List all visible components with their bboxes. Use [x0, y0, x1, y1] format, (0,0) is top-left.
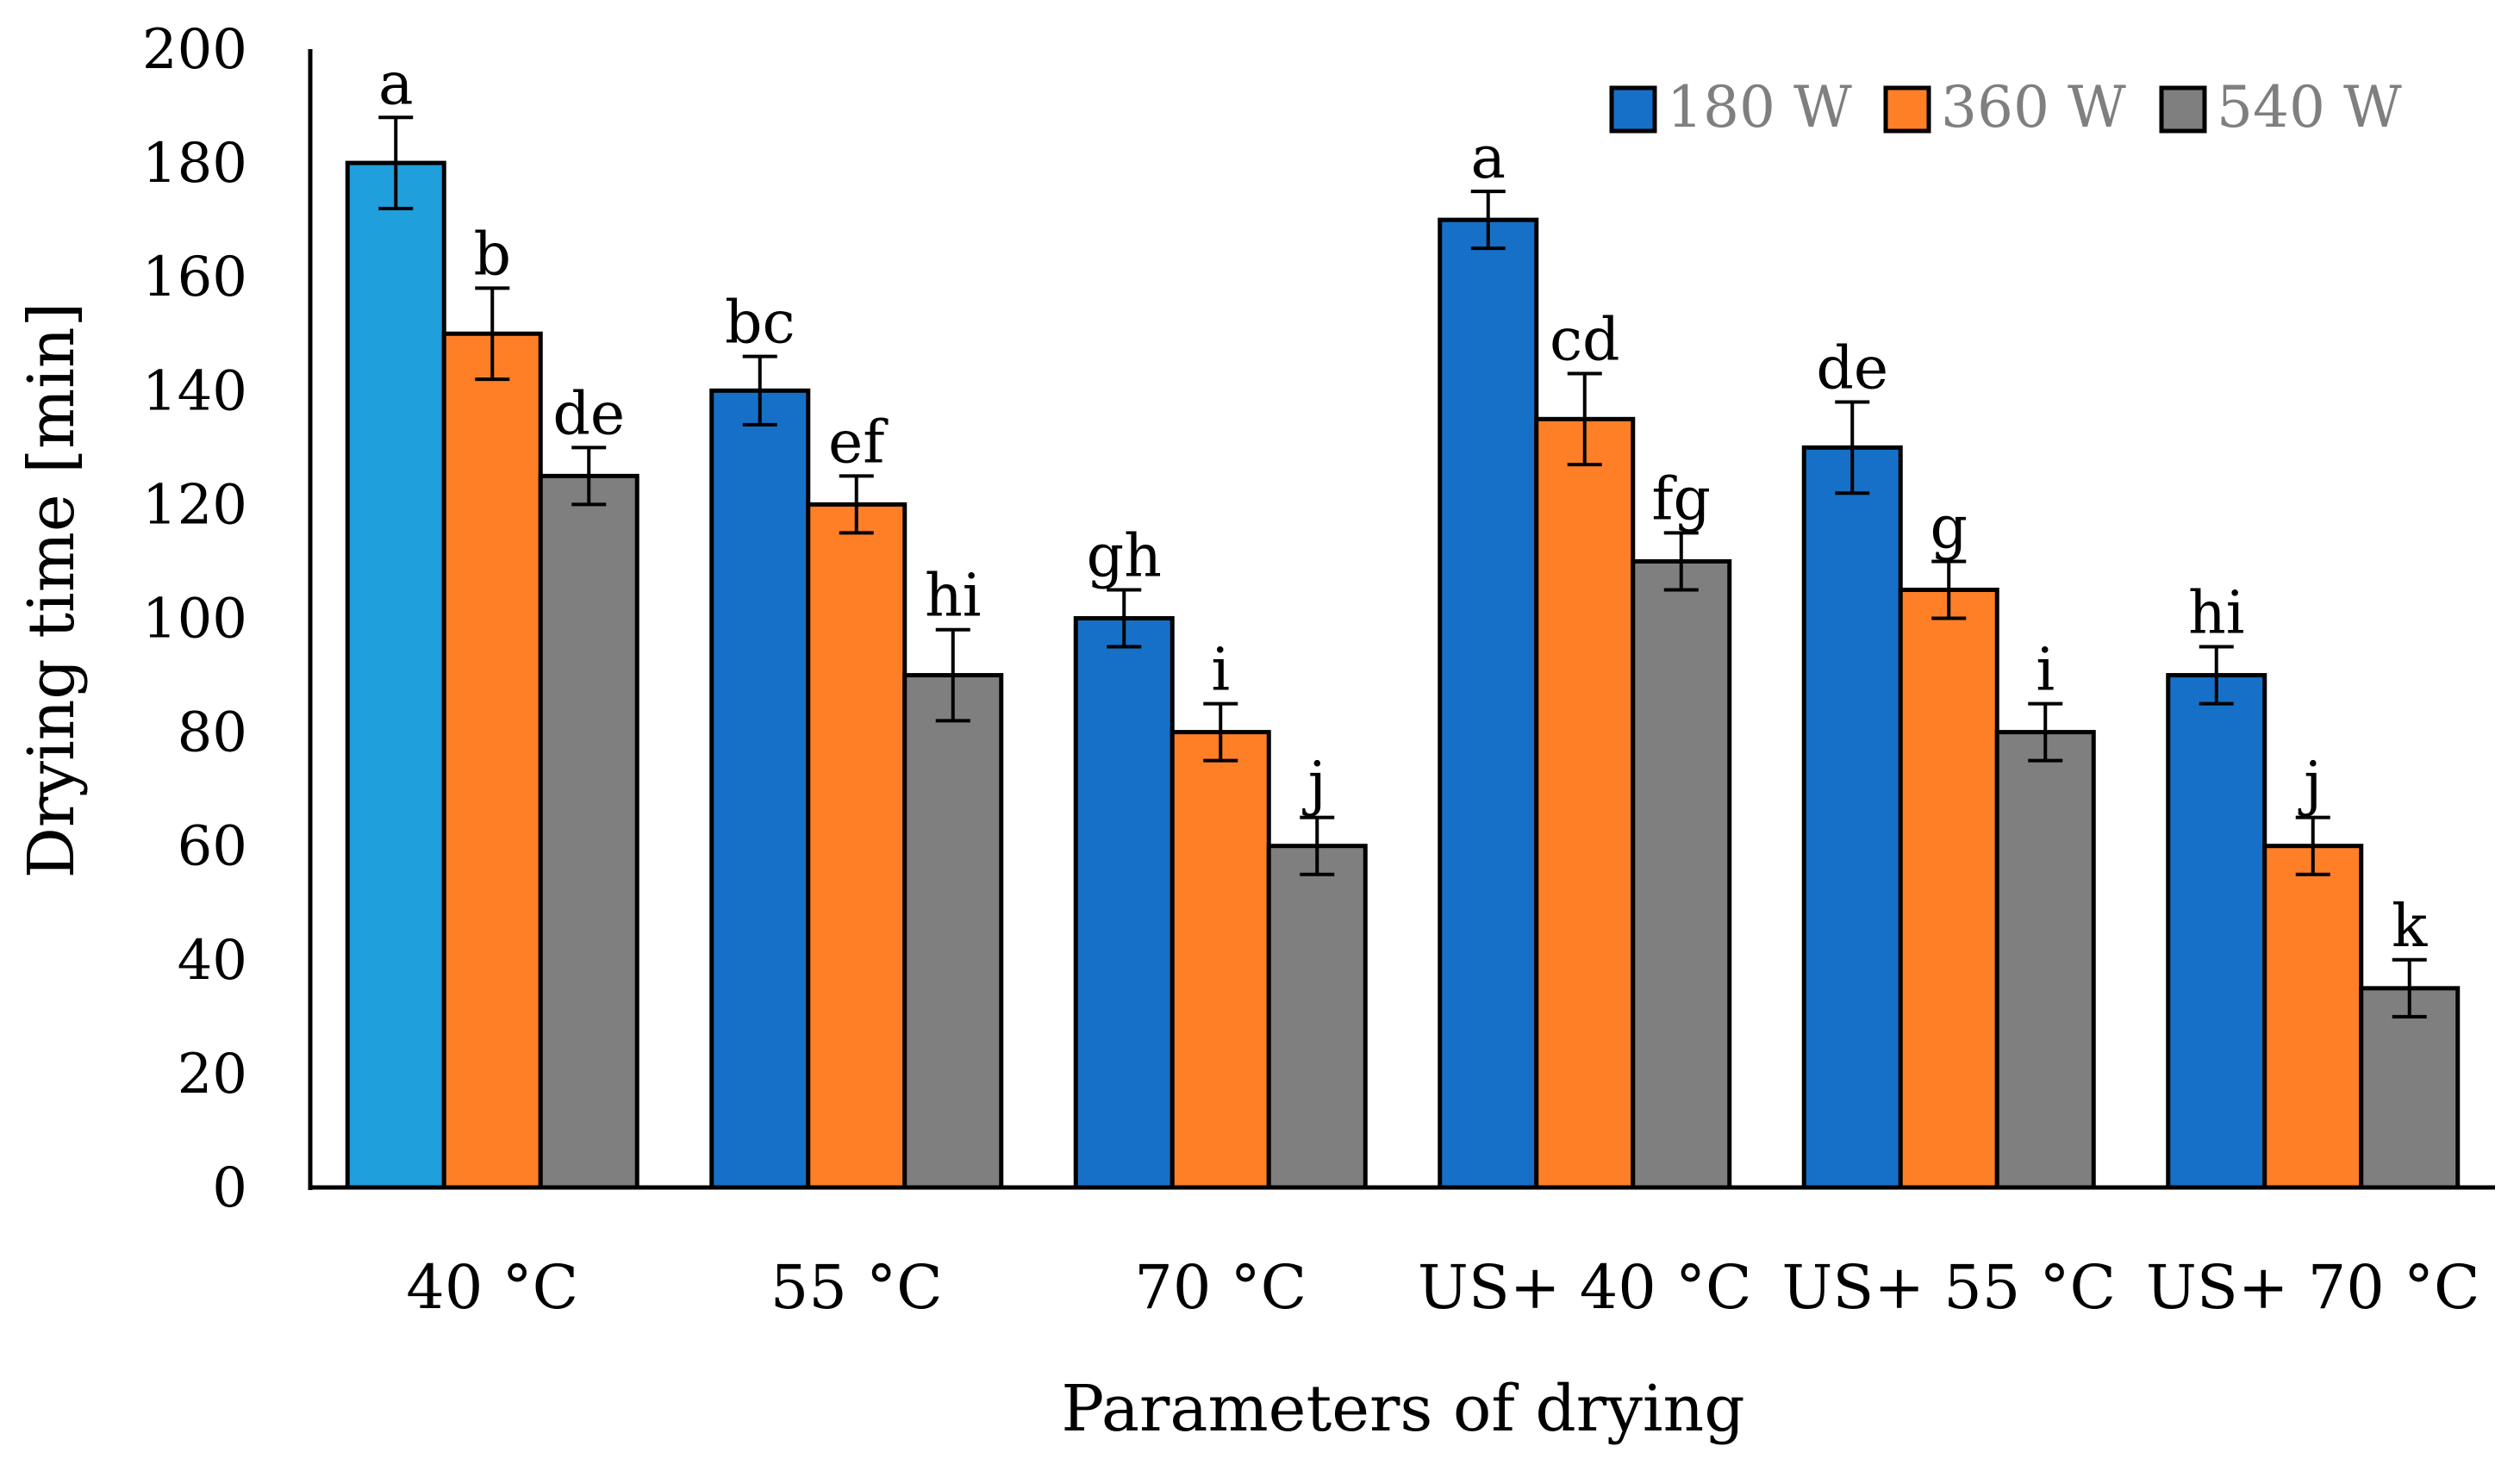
significance-label: a — [378, 50, 414, 118]
y-tick-label: 20 — [178, 1043, 247, 1106]
bar — [1073, 616, 1175, 1190]
bar — [709, 388, 811, 1190]
significance-label: de — [552, 380, 625, 448]
legend-swatch — [1609, 85, 1657, 134]
legend-swatch — [1883, 85, 1931, 134]
x-category-label: US+ 70 °C — [2146, 1252, 2480, 1323]
bar — [441, 331, 543, 1190]
bar — [1266, 844, 1368, 1190]
bar — [2359, 986, 2461, 1190]
legend-label: 180 W — [1667, 74, 1852, 140]
legend-label: 540 W — [2217, 74, 2402, 140]
significance-label: fg — [1651, 465, 1711, 533]
bar — [1898, 587, 1999, 1190]
bar — [1438, 217, 1539, 1190]
significance-label: a — [1470, 124, 1506, 192]
bar — [538, 473, 639, 1190]
significance-label: j — [1302, 751, 1326, 819]
x-category-label: 40 °C — [406, 1252, 578, 1323]
y-tick-label: 140 — [142, 359, 247, 423]
significance-label: j — [2298, 751, 2322, 819]
y-tick-label: 60 — [178, 815, 247, 879]
x-axis-title: Parameters of drying — [1061, 1372, 1744, 1446]
y-tick-label: 0 — [212, 1156, 247, 1220]
x-category-label: 70 °C — [1134, 1252, 1307, 1323]
significance-label: ef — [828, 408, 889, 477]
significance-label: g — [1930, 494, 1968, 562]
legend-swatch — [2159, 85, 2207, 134]
labels-layer: a bc gh a de hi b ef i cd g j de hi j fg i k 0 20 40 60 80 100 1… — [142, 18, 2480, 1323]
y-tick-label: 40 — [178, 929, 247, 993]
legend: 180 W 360 W 540 W — [1609, 74, 2402, 140]
bar — [2262, 844, 2364, 1190]
bar — [902, 673, 1004, 1190]
x-category-label: US+ 55 °C — [1781, 1252, 2116, 1323]
bar — [1170, 730, 1271, 1190]
axes-layer — [308, 49, 2495, 1190]
bar — [1801, 445, 1903, 1190]
bar — [1994, 730, 2096, 1190]
significance-label: bc — [725, 290, 795, 358]
y-tick-label: 120 — [142, 473, 247, 537]
y-tick-label: 100 — [142, 588, 247, 651]
y-tick-label: 200 — [142, 18, 247, 82]
legend-label: 360 W — [1941, 74, 2126, 140]
bar — [1631, 558, 1732, 1190]
y-tick-label: 180 — [142, 132, 247, 196]
significance-label: cd — [1550, 306, 1620, 374]
significance-label: i — [2036, 637, 2055, 705]
significance-label: hi — [925, 563, 982, 631]
y-tick-label: 80 — [178, 701, 247, 765]
bar — [806, 502, 908, 1190]
significance-label: i — [1211, 637, 1230, 705]
significance-label: k — [2392, 893, 2428, 961]
y-tick-label: 160 — [142, 246, 247, 309]
x-category-label: US+ 40 °C — [1418, 1252, 1752, 1323]
bar — [2166, 673, 2267, 1190]
bar — [345, 160, 446, 1190]
y-axis-title: Drying time [min] — [15, 302, 89, 879]
bar — [1534, 416, 1636, 1190]
x-category-label: 55 °C — [770, 1252, 943, 1323]
significance-label: b — [473, 221, 511, 289]
significance-label: hi — [2188, 580, 2245, 648]
significance-label: gh — [1087, 522, 1162, 590]
bars-layer — [345, 115, 2461, 1190]
significance-label: de — [1816, 335, 1888, 403]
